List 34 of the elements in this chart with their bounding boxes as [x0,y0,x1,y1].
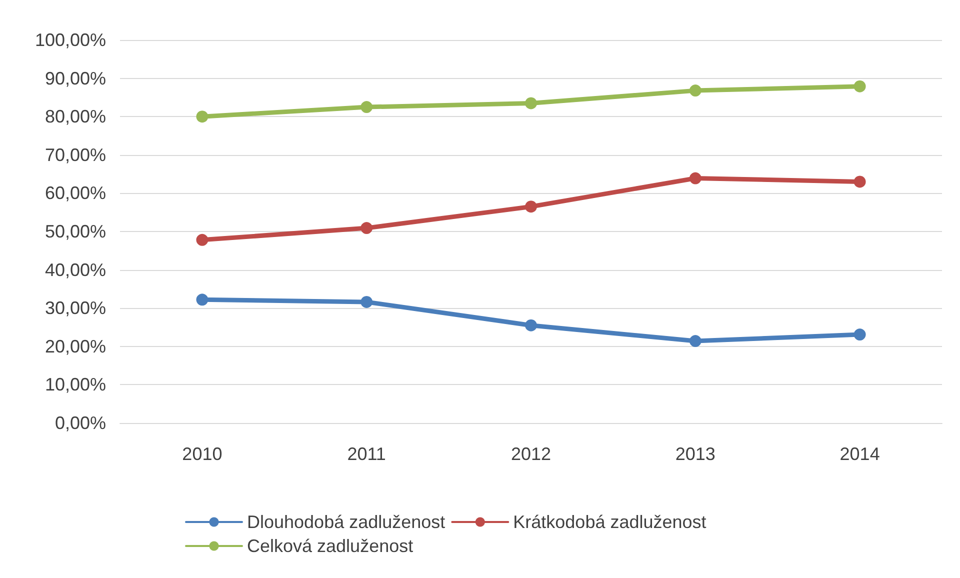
point [360,222,373,234]
legend-label: Krátkodobá zadluženost [513,512,706,532]
point [854,328,866,341]
legend-label: Celková zadluženost [247,536,414,556]
point [196,110,208,123]
y-tick-label: 80,00% [44,106,106,127]
legend-label: Dlouhodobá zadluženost [247,512,446,532]
point [689,335,702,348]
y-tick-label: 100,00% [34,30,106,50]
y-tick-label: 0,00% [54,413,106,433]
y-tick-label: 40,00% [44,260,106,280]
y-tick-label: 10,00% [44,374,106,395]
x-tick-label: 2010 [182,444,222,464]
point [196,294,208,306]
y-tick-label: 50,00% [44,222,106,242]
point [525,319,537,332]
point [525,200,537,213]
point [854,176,866,188]
y-tick-label: 60,00% [44,183,106,204]
x-tick-label: 2012 [510,444,552,464]
point [196,234,208,246]
point [854,80,866,92]
point [525,97,537,110]
y-tick-label: 30,00% [44,298,106,318]
x-tick-label: 2014 [840,444,880,464]
y-tick-label: 90,00% [44,68,106,88]
point [360,101,373,114]
y-tick-label: 20,00% [44,336,106,356]
x-tick-label: 2013 [675,444,716,464]
point [360,296,373,308]
y-tick-label: 70,00% [44,144,106,165]
point [689,84,702,97]
x-tick-label: 2011 [347,444,386,464]
point [689,172,702,184]
